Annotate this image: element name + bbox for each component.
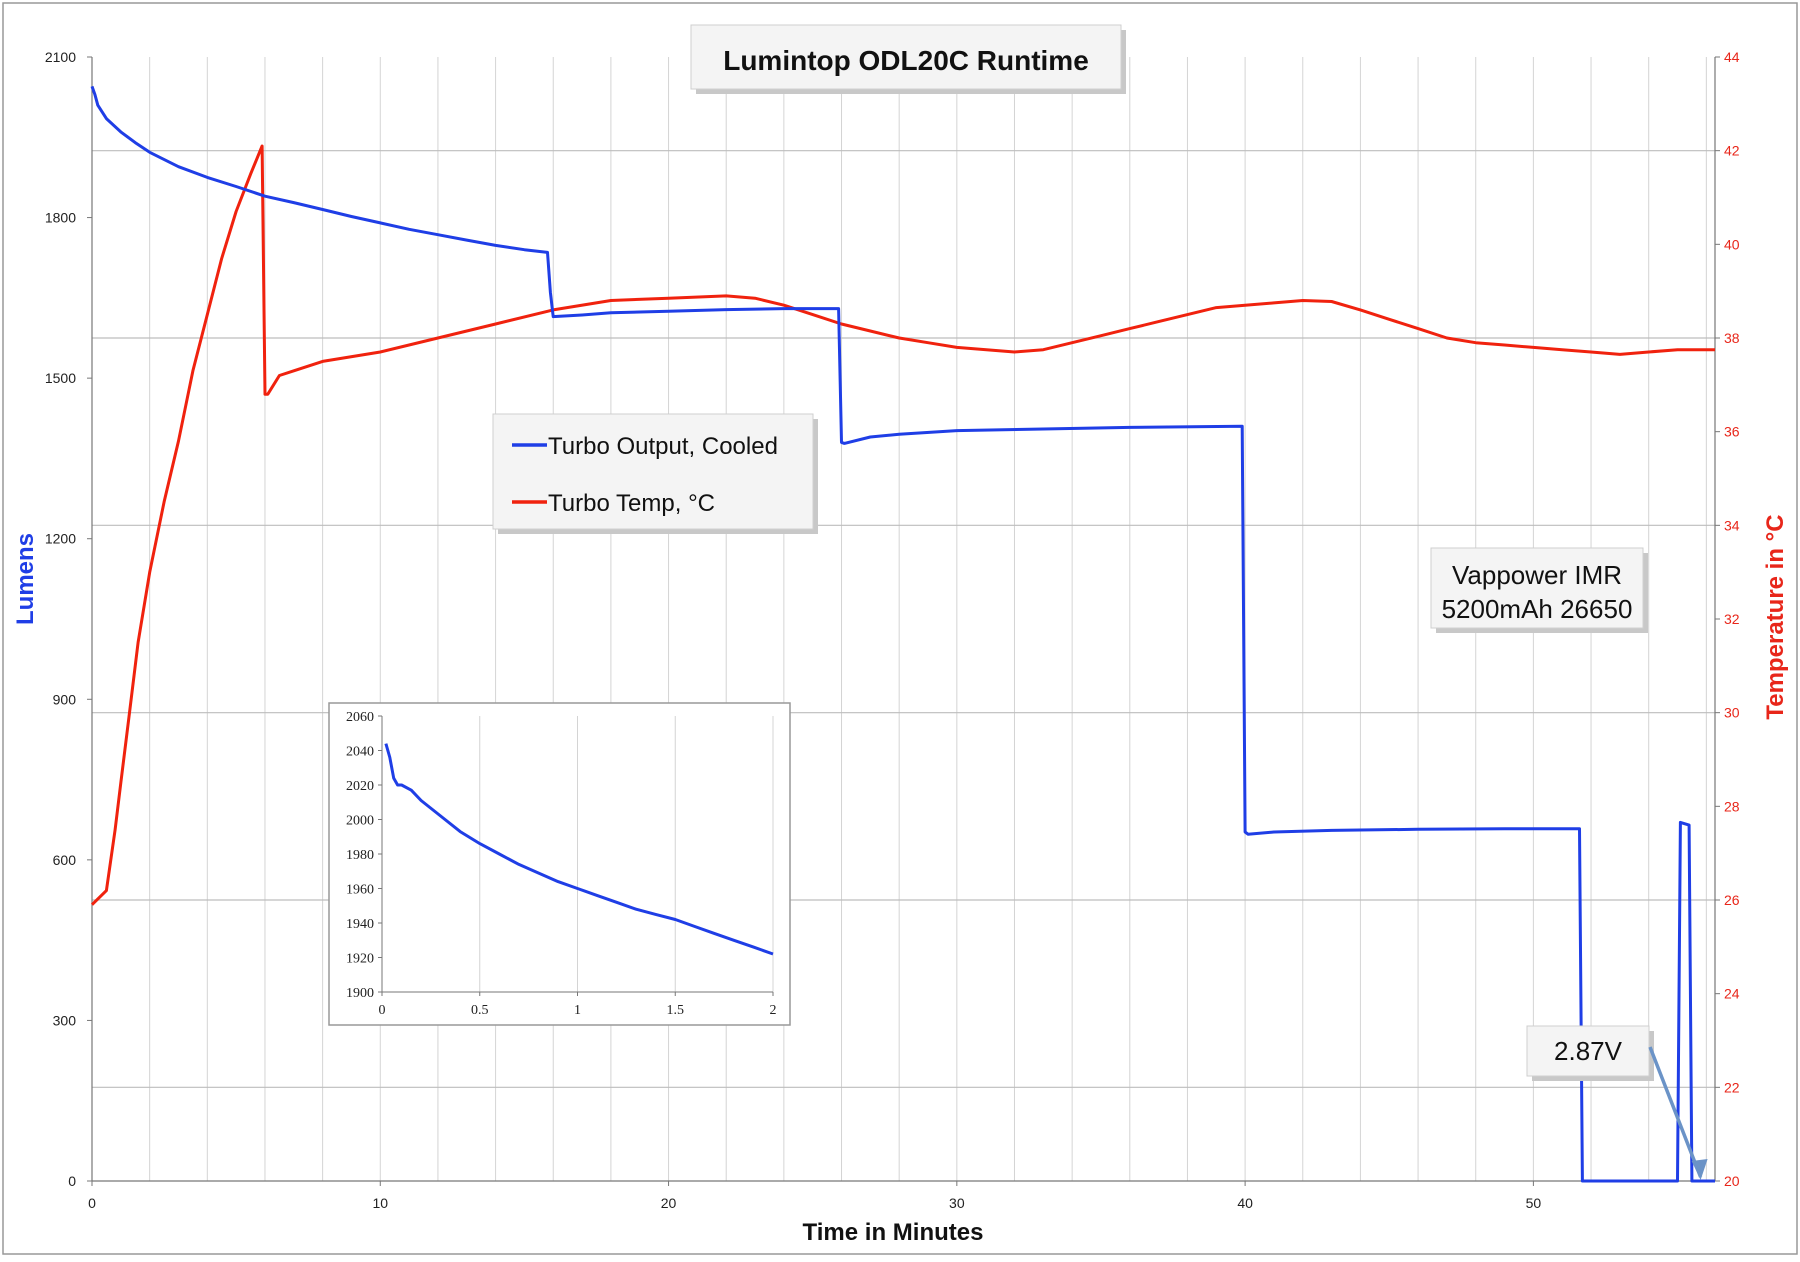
left-tick-label: 900 bbox=[53, 691, 77, 707]
left-axis-ticks: 0 300 600 900 1200 1500 1800 2100 bbox=[45, 49, 92, 1189]
inset-y-tick-label: 2060 bbox=[346, 710, 374, 725]
right-axis-ticks: 20 22 24 26 28 30 32 34 36 38 40 42 44 bbox=[1715, 49, 1740, 1189]
left-tick-label: 1500 bbox=[45, 370, 76, 386]
right-tick-label: 34 bbox=[1724, 517, 1740, 533]
left-tick-label: 1800 bbox=[45, 210, 76, 226]
x-tick-label: 20 bbox=[661, 1195, 677, 1211]
left-tick-label: 600 bbox=[53, 852, 77, 868]
x-tick-label: 0 bbox=[88, 1195, 96, 1211]
x-axis-label: Time in Minutes bbox=[803, 1219, 984, 1246]
x-tick-label: 30 bbox=[949, 1195, 965, 1211]
x-tick-label: 50 bbox=[1526, 1195, 1542, 1211]
inset-y-ticks: 1900 1920 1940 1960 1980 2000 2020 2040 2060 bbox=[346, 710, 382, 1001]
inset-series-line-lumens bbox=[384, 743, 774, 956]
voltage-arrow bbox=[1648, 1046, 1703, 1178]
right-tick-label: 42 bbox=[1724, 143, 1740, 159]
left-axis-label: Lumens bbox=[12, 533, 39, 625]
inset-y-tick-label: 1940 bbox=[346, 917, 374, 932]
battery-box bbox=[1430, 547, 1644, 629]
title-box bbox=[690, 24, 1122, 90]
right-axis-label: Temperature in °C bbox=[1762, 514, 1789, 719]
chart-title: Lumintop ODL20C Runtime bbox=[723, 45, 1089, 76]
right-tick-label: 44 bbox=[1724, 49, 1740, 65]
series-line-temperature bbox=[90, 144, 1715, 906]
battery-label-line-1: Vappower IMR bbox=[1452, 560, 1622, 590]
voltage-arrowhead bbox=[1691, 1159, 1708, 1180]
inset-y-tick-label: 1960 bbox=[346, 883, 374, 898]
left-tick-label: 1200 bbox=[45, 531, 76, 547]
inset-y-tick-label: 2000 bbox=[346, 814, 374, 829]
right-tick-label: 20 bbox=[1724, 1173, 1740, 1189]
legend-label-lumens: Turbo Output, Cooled bbox=[548, 433, 778, 460]
inset-y-tick-label: 1980 bbox=[346, 848, 374, 863]
x-axis-ticks: 0 10 20 30 40 50 bbox=[88, 1181, 1541, 1211]
inset-x-tick-label: 1.5 bbox=[667, 1003, 685, 1018]
right-tick-label: 32 bbox=[1724, 611, 1740, 627]
left-tick-label: 300 bbox=[53, 1012, 77, 1028]
inset-x-tick-label: 2 bbox=[770, 1003, 777, 1018]
inset-y-tick-label: 1900 bbox=[346, 986, 374, 1001]
legend-label-temp: Turbo Temp, °C bbox=[548, 490, 715, 517]
right-tick-label: 22 bbox=[1724, 1079, 1740, 1095]
right-tick-label: 26 bbox=[1724, 892, 1740, 908]
inset-frame bbox=[328, 702, 791, 1026]
inset-x-ticks: 0 0.5 1 1.5 2 bbox=[379, 992, 777, 1018]
inset-y-tick-label: 1920 bbox=[346, 952, 374, 967]
voltage-box bbox=[1526, 1025, 1650, 1077]
inset-x-tick-label: 1 bbox=[574, 1003, 581, 1018]
battery-label-line-2: 5200mAh 26650 bbox=[1442, 594, 1633, 624]
left-tick-label: 0 bbox=[68, 1173, 76, 1189]
inset-x-tick-label: 0 bbox=[379, 1003, 386, 1018]
x-tick-label: 40 bbox=[1237, 1195, 1253, 1211]
inset-gridlines bbox=[479, 716, 774, 992]
voltage-label: 2.87V bbox=[1554, 1036, 1623, 1066]
inset-y-tick-label: 2020 bbox=[346, 779, 374, 794]
series-line-lumens bbox=[90, 85, 1715, 1183]
right-tick-label: 28 bbox=[1724, 798, 1740, 814]
x-tick-label: 10 bbox=[372, 1195, 388, 1211]
right-tick-label: 36 bbox=[1724, 424, 1740, 440]
legend-box bbox=[492, 413, 814, 530]
inset-x-tick-label: 0.5 bbox=[471, 1003, 489, 1018]
left-tick-label: 2100 bbox=[45, 49, 76, 65]
right-tick-label: 24 bbox=[1724, 986, 1740, 1002]
inset-y-tick-label: 2040 bbox=[346, 745, 374, 760]
right-tick-label: 40 bbox=[1724, 236, 1740, 252]
right-tick-label: 38 bbox=[1724, 330, 1740, 346]
right-tick-label: 30 bbox=[1724, 705, 1740, 721]
